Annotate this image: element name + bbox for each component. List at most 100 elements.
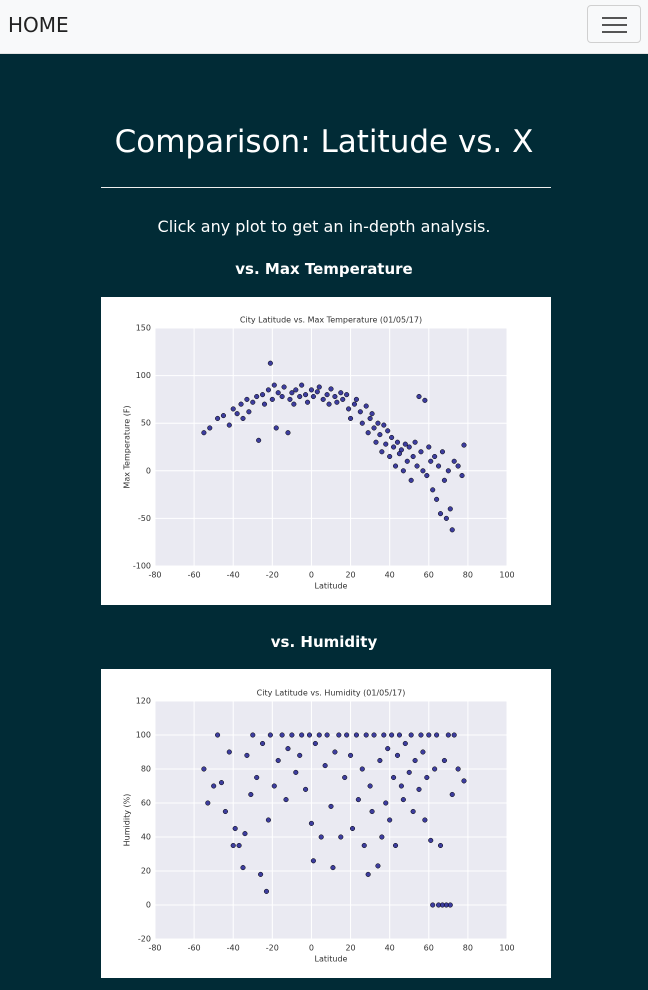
scatter-point bbox=[389, 732, 395, 738]
scatter-point bbox=[430, 902, 436, 908]
plot-area bbox=[155, 328, 507, 566]
x-tick-label: 80 bbox=[463, 944, 473, 953]
scatter-point bbox=[361, 842, 367, 849]
scatter-point bbox=[449, 527, 455, 533]
scatter-point bbox=[422, 817, 428, 823]
scatter-point bbox=[387, 453, 393, 460]
scatter-point bbox=[344, 732, 350, 738]
scatter-point bbox=[201, 430, 207, 436]
scatter-point bbox=[269, 396, 275, 402]
scatter-point bbox=[439, 449, 446, 455]
chart[interactable]: -80 -60 -40 -20 0 20 40 60 80 100 -100 -50 0 50 100 150… bbox=[101, 297, 551, 605]
scatter-point bbox=[437, 511, 444, 517]
scatter-point bbox=[336, 732, 342, 738]
scatter-point bbox=[387, 817, 393, 823]
scatter-point bbox=[254, 393, 260, 400]
scatter-point bbox=[420, 749, 426, 755]
scatter-point bbox=[432, 766, 438, 772]
chart-title: City Latitude vs. Max Temperature (01/05… bbox=[240, 316, 422, 325]
scatter-point bbox=[412, 757, 418, 764]
scatter-point bbox=[447, 902, 453, 908]
x-tick-label: 20 bbox=[345, 571, 355, 580]
scatter-point bbox=[226, 422, 232, 428]
y-tick-label: 0 bbox=[146, 466, 151, 475]
brand[interactable]: HOME bbox=[8, 13, 69, 37]
scatter-point bbox=[449, 791, 455, 798]
scatter-point bbox=[332, 749, 338, 755]
scatter-point bbox=[344, 392, 350, 398]
scatter-point bbox=[369, 411, 375, 417]
scatter-point bbox=[289, 732, 295, 738]
chart[interactable]: -80 -60 -40 -20 0 20 40 60 80 100 -20 0 20 40 60 80 100 1… bbox=[101, 669, 551, 978]
scatter-point bbox=[353, 396, 359, 402]
scatter-point bbox=[201, 766, 207, 772]
y-tick-label: 80 bbox=[141, 765, 151, 774]
scatter-point bbox=[207, 425, 213, 431]
scatter-point bbox=[351, 401, 358, 407]
scatter-point bbox=[383, 800, 389, 806]
scatter-point bbox=[426, 444, 432, 450]
section-heading: vs. Humidity bbox=[270, 633, 378, 651]
scatter-point bbox=[410, 453, 416, 460]
scatter-point bbox=[428, 837, 434, 843]
scatter-point bbox=[355, 797, 361, 803]
scatter-point bbox=[416, 393, 422, 400]
scatter-point bbox=[248, 791, 254, 798]
scatter-point bbox=[461, 778, 467, 784]
x-tick-label: -80 bbox=[148, 944, 161, 953]
scatter-point bbox=[279, 732, 285, 738]
y-tick-label: -50 bbox=[138, 514, 151, 523]
scatter-point bbox=[359, 766, 365, 772]
scatter-point bbox=[320, 396, 326, 402]
scatter-point bbox=[367, 783, 373, 789]
scatter-point bbox=[310, 393, 316, 400]
scatter-point bbox=[381, 732, 387, 738]
x-tick-label: 0 bbox=[309, 571, 314, 580]
instruction: Click any plot to get an in-depth analys… bbox=[157, 217, 491, 236]
x-tick-label: -80 bbox=[148, 571, 161, 580]
y-tick-label: -20 bbox=[138, 935, 151, 944]
scatter-point bbox=[400, 468, 406, 474]
scatter-point bbox=[324, 732, 330, 738]
scatter-point bbox=[369, 808, 375, 815]
scatter-point bbox=[330, 865, 336, 871]
scatter-point bbox=[410, 808, 416, 815]
scatter-point bbox=[250, 732, 256, 738]
x-tick-label: 60 bbox=[424, 571, 434, 580]
scatter-point bbox=[383, 441, 389, 447]
scatter-point bbox=[285, 430, 291, 436]
menu-button[interactable] bbox=[587, 5, 641, 43]
scatter-point bbox=[230, 842, 236, 849]
y-axis-label: Max Temperature (F) bbox=[123, 405, 132, 488]
scatter-point bbox=[404, 458, 410, 464]
scatter-point bbox=[365, 430, 371, 436]
scatter-point bbox=[420, 468, 426, 474]
scatter-point bbox=[265, 817, 271, 823]
x-tick-label: 0 bbox=[309, 944, 314, 953]
scatter-point bbox=[275, 757, 281, 764]
scatter-point bbox=[281, 384, 287, 390]
chart-title: City Latitude vs. Humidity (01/05/17) bbox=[257, 689, 406, 698]
scatter-point bbox=[377, 757, 383, 764]
scatter-point bbox=[310, 858, 316, 864]
scatter-point bbox=[215, 415, 221, 421]
scatter-point bbox=[424, 774, 430, 781]
scatter-point bbox=[385, 746, 391, 752]
scatter-point bbox=[430, 487, 436, 493]
y-tick-label: 60 bbox=[141, 799, 151, 808]
scatter-point bbox=[346, 406, 352, 412]
scatter-point bbox=[349, 825, 356, 832]
scatter-point bbox=[304, 399, 311, 405]
x-axis-label: Latitude bbox=[315, 582, 348, 591]
scatter-point bbox=[385, 428, 391, 434]
scatter-point bbox=[406, 769, 412, 775]
scatter-point bbox=[348, 752, 354, 758]
scatter-point bbox=[334, 399, 340, 405]
y-tick-label: -100 bbox=[133, 562, 151, 571]
scatter-point bbox=[414, 463, 420, 469]
x-tick-label: 40 bbox=[385, 944, 395, 953]
scatter-point bbox=[402, 441, 408, 447]
scatter-point bbox=[455, 463, 461, 469]
scatter-point bbox=[357, 409, 363, 415]
scatter-point bbox=[447, 506, 453, 512]
